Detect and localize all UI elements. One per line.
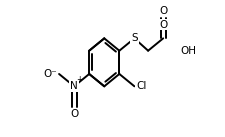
Text: OH: OH <box>180 46 196 56</box>
Text: +: + <box>76 75 83 84</box>
Text: O: O <box>159 6 167 16</box>
Text: O: O <box>159 20 167 30</box>
Text: O⁻: O⁻ <box>44 69 57 79</box>
Text: N: N <box>70 81 78 91</box>
Text: O: O <box>70 109 78 119</box>
Text: S: S <box>131 33 138 43</box>
Text: Cl: Cl <box>136 81 146 91</box>
Text: OH: OH <box>180 46 196 56</box>
